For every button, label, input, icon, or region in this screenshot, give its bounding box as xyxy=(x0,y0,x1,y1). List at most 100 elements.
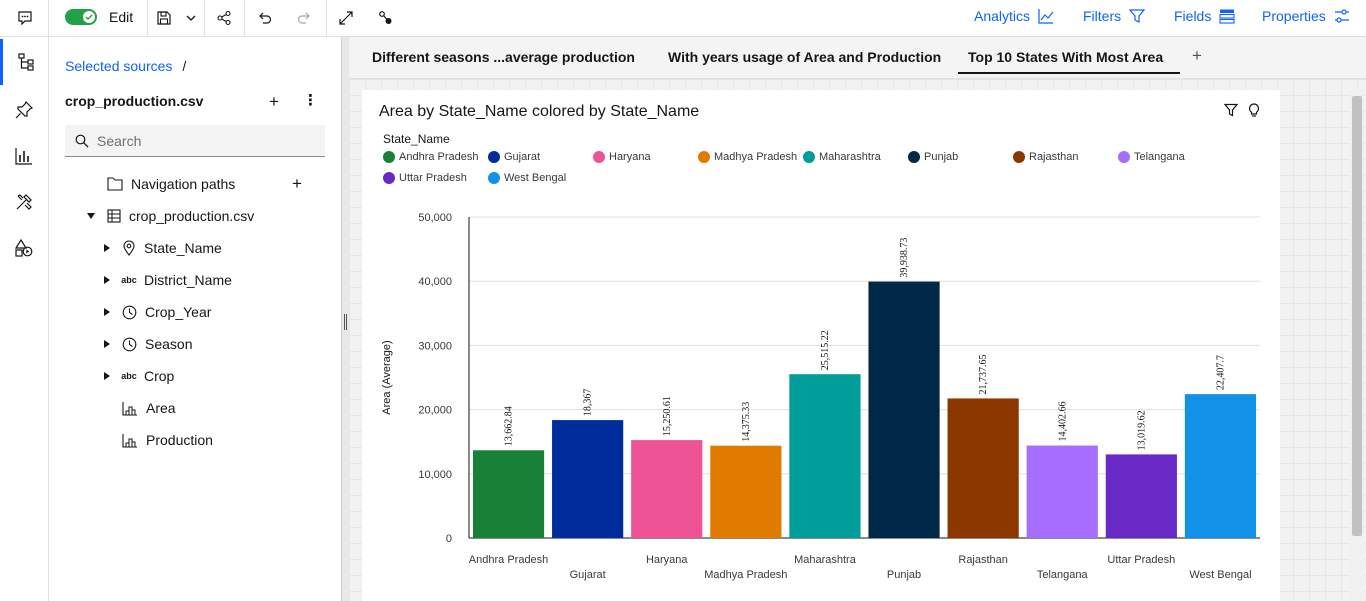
field-item[interactable]: Season xyxy=(104,330,192,358)
pin-tab[interactable] xyxy=(0,87,48,133)
legend-item[interactable]: West Bengal xyxy=(488,172,566,184)
legend-item[interactable]: Punjab xyxy=(908,151,958,163)
legend-item[interactable]: Andhra Pradesh xyxy=(383,151,479,163)
bar[interactable] xyxy=(789,374,861,538)
expand-caret-icon[interactable] xyxy=(104,340,110,348)
legend-item[interactable]: Maharashtra xyxy=(803,151,881,163)
legend-item[interactable]: Telangana xyxy=(1118,151,1185,163)
data-label: 15,250.61 xyxy=(662,396,673,436)
data-label: 18,367 xyxy=(583,389,594,417)
bar[interactable] xyxy=(472,450,545,538)
panel-resize-handle[interactable] xyxy=(341,37,349,601)
tab-seasons[interactable]: Different seasons ...average production xyxy=(372,49,635,65)
legend-item[interactable]: Uttar Pradesh xyxy=(383,172,467,184)
collapse-caret-icon[interactable] xyxy=(87,213,95,219)
fields-button[interactable]: Fields xyxy=(1174,8,1235,24)
canvas-scrollbar[interactable] xyxy=(1350,90,1364,601)
field-item[interactable]: Area xyxy=(122,394,176,422)
legend-item[interactable]: Madhya Pradesh xyxy=(698,151,797,163)
bar[interactable] xyxy=(947,398,1019,538)
table-item[interactable]: crop_production.csv xyxy=(87,202,254,230)
bar[interactable] xyxy=(710,445,782,538)
field-item[interactable]: Crop_Year xyxy=(104,298,211,326)
legend-item[interactable]: Gujarat xyxy=(488,151,540,163)
legend-item[interactable]: Haryana xyxy=(593,151,651,163)
legend-swatch xyxy=(593,151,605,163)
legend-swatch xyxy=(383,172,395,184)
expand-caret-icon[interactable] xyxy=(104,276,110,284)
x-tick-label: Andhra Pradesh xyxy=(469,554,549,566)
drill-icon[interactable] xyxy=(372,0,398,36)
expand-caret-icon[interactable] xyxy=(104,308,110,316)
legend-label: West Bengal xyxy=(504,172,567,184)
search-placeholder: Search xyxy=(97,132,142,149)
tab-top-10-states[interactable]: Top 10 States With Most Area xyxy=(958,49,1181,74)
y-tick-label: 30,000 xyxy=(418,340,452,352)
analytics-button[interactable]: Analytics xyxy=(974,8,1054,24)
bar[interactable] xyxy=(552,420,624,538)
visualizations-tab[interactable] xyxy=(0,133,48,179)
tab-years-area-production[interactable]: With years usage of Area and Production xyxy=(668,49,942,65)
folder-icon xyxy=(107,177,123,191)
field-label: Crop_Year xyxy=(145,304,212,320)
search-input[interactable]: Search xyxy=(65,125,325,157)
redo-icon[interactable] xyxy=(291,0,317,36)
fullscreen-icon[interactable] xyxy=(333,0,359,36)
lightbulb-icon[interactable] xyxy=(1248,103,1260,118)
tools-tab[interactable] xyxy=(0,179,48,225)
navigation-paths-item[interactable]: Navigation paths xyxy=(107,170,235,198)
legend-label: Haryana xyxy=(609,151,651,163)
bar[interactable] xyxy=(1184,394,1257,538)
table-label: crop_production.csv xyxy=(129,208,255,224)
legend-label: Telangana xyxy=(1134,151,1185,163)
add-tab-icon[interactable]: + xyxy=(1192,46,1202,65)
chart-widget[interactable]: Area by State_Name colored by State_Name… xyxy=(362,90,1280,601)
tools-icon xyxy=(15,193,33,211)
data-sources-tab[interactable] xyxy=(0,39,48,85)
filters-button[interactable]: Filters xyxy=(1083,8,1146,24)
bar[interactable] xyxy=(631,440,703,538)
overflow-menu-icon[interactable]: ⋮ xyxy=(303,92,318,109)
legend-swatch xyxy=(1118,151,1130,163)
filter-icon xyxy=(1129,8,1146,24)
field-item[interactable]: abc Crop xyxy=(104,362,174,390)
edit-toggle[interactable] xyxy=(65,9,97,25)
filter-icon[interactable] xyxy=(1224,103,1238,117)
legend-label: Punjab xyxy=(924,151,959,163)
fields-icon xyxy=(1219,8,1235,24)
undo-icon[interactable] xyxy=(252,0,278,36)
pin-icon xyxy=(15,101,33,119)
search-icon xyxy=(75,134,89,148)
field-item[interactable]: State_Name xyxy=(104,234,222,262)
y-axis-title: Area (Average) xyxy=(381,340,393,414)
assistant-tab[interactable] xyxy=(0,225,48,271)
share-icon[interactable] xyxy=(210,0,238,36)
bar[interactable] xyxy=(1105,454,1177,538)
clock-icon xyxy=(122,337,137,352)
data-label: 22,407.7 xyxy=(1215,355,1226,390)
chart-title: Area by State_Name colored by State_Name xyxy=(379,103,700,120)
filters-label: Filters xyxy=(1083,8,1122,24)
save-menu-chevron-icon[interactable] xyxy=(180,0,202,36)
add-source-icon[interactable]: + xyxy=(269,92,279,111)
add-navigation-path-icon[interactable]: + xyxy=(292,174,302,193)
properties-button[interactable]: Properties xyxy=(1262,8,1350,24)
save-icon[interactable] xyxy=(152,0,176,36)
selected-sources-link[interactable]: Selected sources xyxy=(65,58,173,74)
legend-label: Rajasthan xyxy=(1029,151,1079,163)
table-icon xyxy=(107,209,121,223)
x-tick-label: West Bengal xyxy=(1189,569,1251,581)
bar[interactable] xyxy=(1026,445,1098,538)
source-title: crop_production.csv xyxy=(65,93,204,109)
comment-icon[interactable] xyxy=(8,0,42,36)
expand-caret-icon[interactable] xyxy=(104,372,110,380)
bar[interactable] xyxy=(868,281,940,538)
expand-caret-icon[interactable] xyxy=(104,244,110,252)
x-tick-label: Maharashtra xyxy=(794,554,857,566)
legend-item[interactable]: Rajasthan xyxy=(1013,151,1079,163)
field-label: State_Name xyxy=(144,240,222,256)
data-sources-panel: Selected sources / crop_production.csv + … xyxy=(49,37,341,601)
measure-icon xyxy=(122,433,138,448)
field-item[interactable]: abc District_Name xyxy=(104,266,232,294)
field-item[interactable]: Production xyxy=(122,426,213,454)
